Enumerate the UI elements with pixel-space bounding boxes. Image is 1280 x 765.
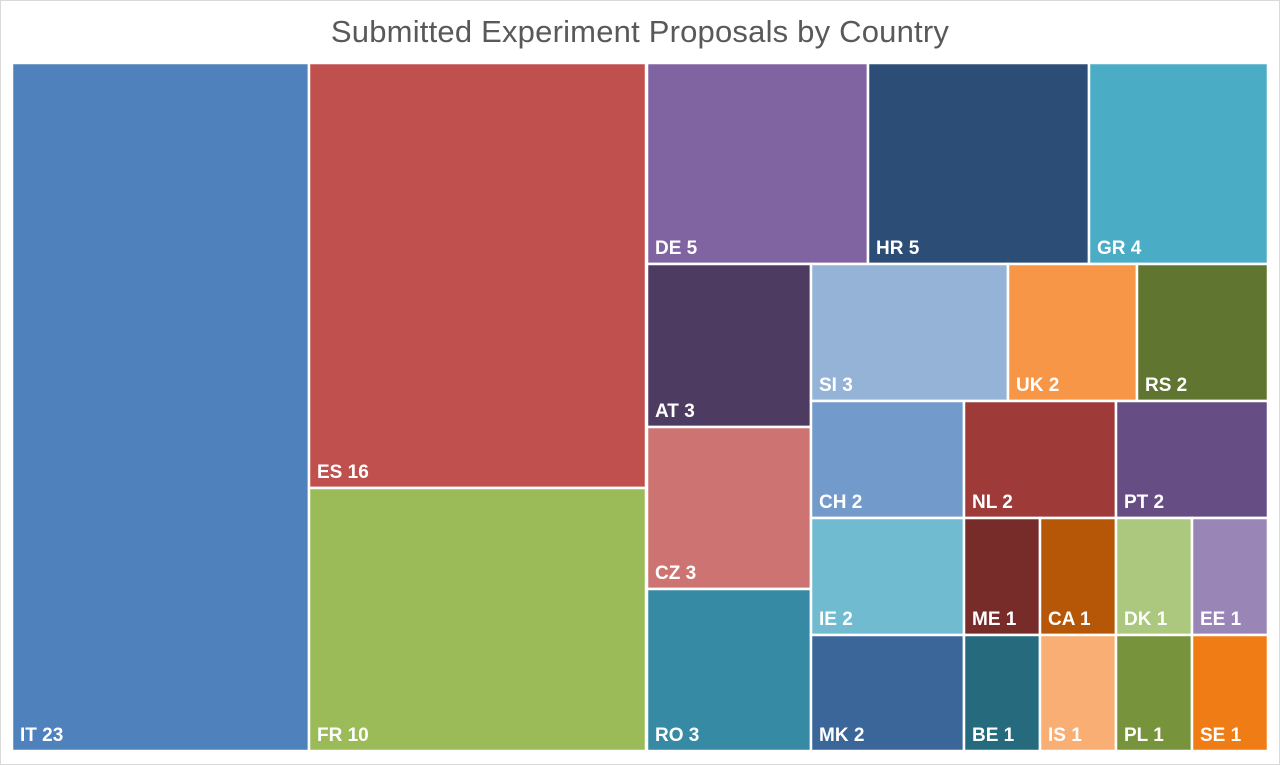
tile-label-es: ES 16 bbox=[317, 462, 369, 483]
tile-de bbox=[645, 61, 870, 266]
tile-dk bbox=[1114, 516, 1194, 637]
tile-label-gr: GR 4 bbox=[1097, 238, 1142, 259]
tile-label-ca: CA 1 bbox=[1048, 609, 1091, 630]
tile-label-uk: UK 2 bbox=[1016, 375, 1059, 396]
tile-label-mk: MK 2 bbox=[819, 725, 864, 746]
tile-nl bbox=[962, 399, 1118, 520]
tile-ca bbox=[1038, 516, 1118, 637]
tile-is bbox=[1038, 633, 1118, 753]
tile-label-pt: PT 2 bbox=[1124, 492, 1164, 513]
tile-label-dk: DK 1 bbox=[1124, 609, 1168, 630]
tile-label-ie: IE 2 bbox=[819, 609, 853, 630]
tile-label-be: BE 1 bbox=[972, 725, 1015, 746]
tile-label-cz: CZ 3 bbox=[655, 563, 696, 584]
tile-label-pl: PL 1 bbox=[1124, 725, 1164, 746]
tile-label-ro: RO 3 bbox=[655, 725, 699, 746]
tile-ch bbox=[809, 399, 966, 520]
tile-label-ee: EE 1 bbox=[1200, 609, 1242, 630]
tile-label-si: SI 3 bbox=[819, 375, 853, 396]
tile-be bbox=[962, 633, 1042, 753]
tile-fr bbox=[307, 486, 648, 753]
tile-label-nl: NL 2 bbox=[972, 492, 1013, 513]
tile-label-se: SE 1 bbox=[1200, 725, 1242, 746]
chart-title: Submitted Experiment Proposals by Countr… bbox=[330, 14, 950, 49]
tile-at bbox=[645, 262, 813, 429]
tile-it bbox=[10, 61, 311, 753]
tile-es bbox=[307, 61, 648, 490]
tile-label-at: AT 3 bbox=[655, 401, 695, 422]
tile-rs bbox=[1135, 262, 1270, 403]
tile-hr bbox=[866, 61, 1091, 266]
tile-label-is: IS 1 bbox=[1048, 725, 1082, 746]
tile-ee bbox=[1190, 516, 1270, 637]
tile-label-hr: HR 5 bbox=[876, 238, 920, 259]
tile-pl bbox=[1114, 633, 1194, 753]
tile-label-me: ME 1 bbox=[972, 609, 1017, 630]
tile-me bbox=[962, 516, 1042, 637]
tile-se bbox=[1190, 633, 1270, 753]
tile-label-de: DE 5 bbox=[655, 238, 698, 259]
tile-cz bbox=[645, 425, 813, 591]
tile-label-ch: CH 2 bbox=[819, 492, 862, 513]
tile-pt bbox=[1114, 399, 1270, 520]
tile-gr bbox=[1087, 61, 1270, 266]
tile-label-fr: FR 10 bbox=[317, 725, 369, 746]
tile-label-rs: RS 2 bbox=[1145, 375, 1187, 396]
tile-mk bbox=[809, 633, 966, 753]
tile-label-it: IT 23 bbox=[20, 725, 63, 746]
tile-ro bbox=[645, 587, 813, 753]
